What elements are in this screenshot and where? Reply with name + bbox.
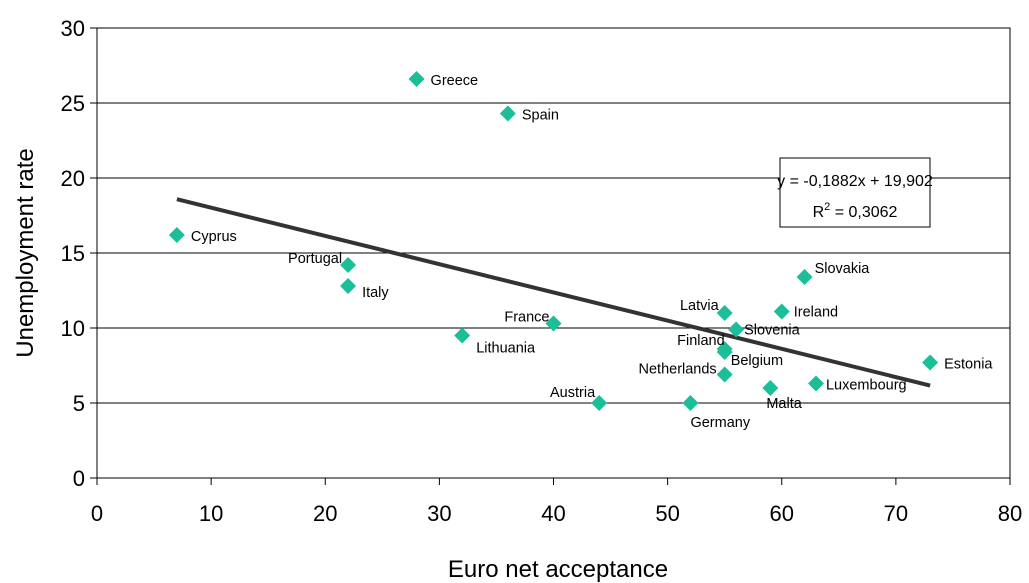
y-tick-label: 25 <box>61 91 85 116</box>
data-point <box>340 278 357 294</box>
x-tick-label: 70 <box>884 501 908 526</box>
point-label: Estonia <box>944 357 993 373</box>
point-label: Ireland <box>794 305 838 321</box>
data-point <box>408 71 425 87</box>
point-label: Slovakia <box>815 261 871 277</box>
x-axis-title: Euro net acceptance <box>448 556 668 583</box>
y-axis-ticks: 0 5 10 15 20 25 30 <box>61 16 97 491</box>
data-point <box>807 375 824 392</box>
data-point <box>728 321 745 338</box>
point-label: Germany <box>690 415 750 431</box>
data-point <box>168 227 185 243</box>
point-label: Greece <box>431 73 479 89</box>
point-label: Austria <box>550 385 596 401</box>
point-label: Italy <box>362 285 389 301</box>
x-tick-label: 40 <box>541 501 565 526</box>
data-point <box>796 269 813 285</box>
data-point <box>454 327 471 344</box>
data-point <box>762 380 779 396</box>
y-tick-label: 15 <box>61 241 85 266</box>
x-tick-label: 10 <box>199 501 223 526</box>
r-squared-value: = 0,3062 <box>830 204 897 221</box>
data-point <box>682 395 699 411</box>
point-label: Spain <box>522 108 559 124</box>
data-point <box>716 366 733 383</box>
y-tick-label: 10 <box>61 316 85 341</box>
annotation-box <box>779 157 931 228</box>
data-point <box>591 395 608 411</box>
x-tick-label: 80 <box>998 501 1022 526</box>
y-tick-label: 30 <box>61 16 85 41</box>
x-tick-label: 50 <box>655 501 679 526</box>
y-tick-label: 20 <box>61 166 85 191</box>
point-label: France <box>504 310 549 326</box>
r-squared-text: R2 = 0,3062 <box>813 201 898 221</box>
point-label: Lithuania <box>476 341 536 357</box>
data-point <box>922 354 939 371</box>
r-squared-exponent: 2 <box>824 201 830 213</box>
point-labels: Cyprus Greece Spain Portugal Italy Lithuania F… <box>191 73 994 431</box>
equation-text: y = -0,1882x + 19,902 <box>777 173 933 190</box>
r-squared-symbol: R <box>813 204 825 221</box>
point-label: Belgium <box>731 353 783 369</box>
point-label: Cyprus <box>191 229 237 245</box>
data-point <box>545 315 562 332</box>
point-label: Slovenia <box>744 323 801 339</box>
point-label: Malta <box>766 396 802 412</box>
y-tick-label: 5 <box>73 391 85 416</box>
point-label: Latvia <box>680 298 720 314</box>
point-label: Finland <box>677 333 725 349</box>
point-label: Portugal <box>288 251 342 267</box>
regression-annotation: y = -0,1882x + 19,902 R2 = 0,3062 <box>777 157 933 228</box>
data-points <box>168 71 939 411</box>
x-tick-label: 20 <box>313 501 337 526</box>
point-label: Netherlands <box>639 362 717 378</box>
y-axis-title: Unemployment rate <box>12 148 39 357</box>
data-point <box>716 344 733 360</box>
data-point <box>716 305 733 321</box>
data-point <box>340 257 357 273</box>
x-tick-label: 30 <box>427 501 451 526</box>
point-label: Luxembourg <box>826 378 907 394</box>
x-tick-label: 0 <box>91 501 103 526</box>
gridlines <box>97 102 1010 404</box>
trendline <box>176 197 931 388</box>
x-tick-label: 60 <box>770 501 794 526</box>
data-point <box>773 303 790 320</box>
x-axis-ticks: 0 10 20 30 40 50 60 70 80 <box>91 478 1022 526</box>
data-point <box>499 105 516 122</box>
y-tick-label: 0 <box>73 466 85 491</box>
